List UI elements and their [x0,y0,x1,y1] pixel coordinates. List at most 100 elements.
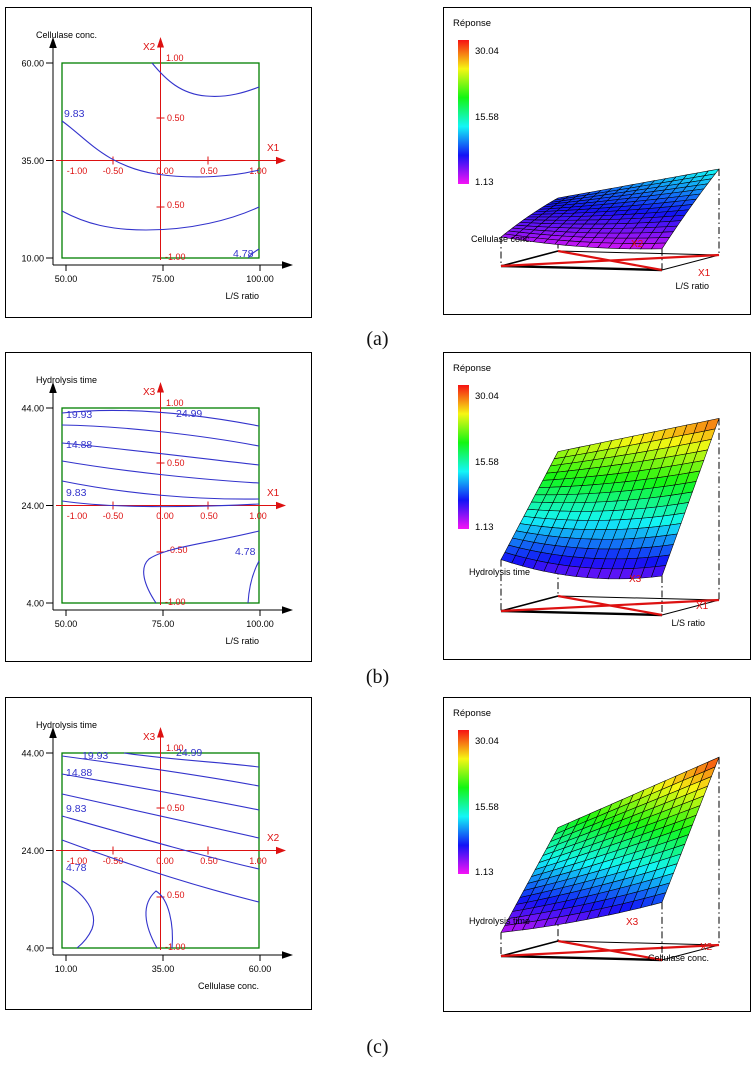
coded-vertical-axis-label: X3 [143,732,156,743]
contour-level-label: 19.93 [66,409,92,421]
contour-line [61,500,260,508]
contour-level-label: 14.88 [66,439,92,451]
base-front-edge [500,954,663,962]
surface-bottom-axis-label: L/S ratio [671,618,705,628]
contour-level-label: 14.88 [66,767,92,779]
surface-panel-c: Réponse 30.04 15.58 1.13 Hydrolysis time X3 X2… [443,697,751,1012]
coded-horizontal-axis-arrow-icon [276,156,286,165]
colorbar [458,385,469,529]
y-axis-tick-label: 60.00 [21,59,44,69]
y-axis-tick-label: 4.00 [26,944,44,954]
coded-horizontal-tick-label: -0.50 [103,511,124,521]
coded-horizontal-tick-label: -1.00 [67,856,88,866]
base-left-edge [500,250,559,267]
surface-cell [500,552,516,564]
coded-horizontal-tick-label: 1.00 [249,856,267,866]
x-axis-tick-label: 50.00 [55,274,78,284]
colorbar-tick-label: 1.13 [475,522,494,533]
contour-line [61,442,260,466]
x-axis-tick-label: 75.00 [152,274,175,284]
coded-horizontal-tick-label: -1.00 [67,166,88,176]
surface-plot: Réponse 30.04 15.58 1.13 Hydrolysis time X3 X2… [453,708,720,963]
surface-plot: Réponse 30.04 15.58 1.13 Cellulase conc. X2 X1… [453,18,720,291]
surface-right-axis-label: X1 [698,268,711,279]
x-axis-tick-label: 50.00 [55,619,78,629]
x-axis-title: Cellulase conc. [198,981,259,991]
contour-line [61,773,260,811]
surface-right-axis-label: X1 [696,601,709,612]
x-axis-tick-label: 10.00 [55,964,78,974]
contour-line [61,460,260,484]
coded-horizontal-tick-label: 1.00 [249,166,267,176]
x-axis-title: L/S ratio [225,291,259,301]
contour-line [247,248,260,259]
coded-horizontal-tick-label: 0.00 [156,856,174,866]
y-axis-arrow-icon [49,382,57,393]
coded-vertical-tick-label: 0.50 [167,200,185,210]
coded-horizontal-tick-label: 0.50 [200,511,218,521]
x-axis-arrow-icon [282,606,293,614]
base-diagonal [557,594,663,617]
contour-line [61,793,260,839]
contour-line [61,480,260,500]
contour-line [151,62,260,97]
contour-line [61,880,94,949]
subfigure-label-a: (a) [366,328,389,350]
coded-vertical-tick-label: -1.00 [165,942,186,952]
coded-vertical-tick-label: 1.00 [166,398,184,408]
y-axis-tick-label: 35.00 [21,156,44,166]
coded-vertical-axis-arrow-icon [157,37,164,48]
subfigure-label-b: (b) [365,666,390,688]
colorbar-tick-label: 30.04 [475,391,499,402]
contour-panel-c: 44.00 24.00 4.00 10.00 35.00 60.00 Hydrolysis … [5,697,312,1010]
y-axis-tick-label: 24.00 [21,846,44,856]
coded-vertical-tick-label: 0.50 [167,803,185,813]
contour-line [61,815,260,870]
y-axis-arrow-icon [49,37,57,48]
colorbar-tick-label: 15.58 [475,112,499,123]
base-front-edge [500,264,663,272]
y-axis-tick-label: 44.00 [21,404,44,414]
surface-depth-axis-label: X3 [626,917,639,928]
coded-vertical-tick-label: -1.00 [165,597,186,607]
surface-depth-axis-label: X3 [629,574,642,585]
surface-cell [500,233,517,240]
contour-level-label: 19.93 [82,750,108,762]
coded-horizontal-axis-label: X1 [267,143,280,154]
y-axis-arrow-icon [49,727,57,738]
coded-vertical-axis-arrow-icon [157,727,164,738]
base-left-edge [500,940,559,957]
surface-panel-b: Réponse 30.04 15.58 1.13 Hydrolysis time X3 X1… [443,352,751,660]
coded-horizontal-tick-label: 0.50 [200,856,218,866]
contour-line [247,560,260,604]
coded-horizontal-tick-label: 0.00 [156,166,174,176]
coded-vertical-tick-label: 1.00 [166,743,184,753]
contour-level-label: 4.78 [233,248,254,260]
coded-vertical-tick-label: -1.00 [165,252,186,262]
colorbar-title: Réponse [453,18,491,29]
contour-level-label: 9.83 [64,108,85,120]
surface-left-axis-label: Cellulase conc. [471,234,532,244]
contour-line [61,206,260,231]
contour-level-label: 4.78 [235,546,256,558]
coded-vertical-axis-label: X2 [143,42,156,53]
x-axis-tick-label: 35.00 [152,964,175,974]
colorbar-tick-label: 15.58 [475,457,499,468]
coded-vertical-tick-label: 1.00 [166,53,184,63]
coded-vertical-axis-label: X3 [143,387,156,398]
y-axis-tick-label: 24.00 [21,501,44,511]
x-axis-tick-label: 75.00 [152,619,175,629]
contour-level-label: 24.99 [176,408,202,420]
coded-horizontal-axis-label: X1 [267,488,280,499]
surface-bottom-axis-label: Cellulase conc. [648,953,709,963]
colorbar-tick-label: 30.04 [475,46,499,57]
colorbar-tick-label: 1.13 [475,177,494,188]
y-axis-title: Hydrolysis time [36,375,97,385]
base-left-edge [500,595,559,612]
contour-level-label: 9.83 [66,487,87,499]
surface-panel-a: Réponse 30.04 15.58 1.13 Cellulase conc. X2 X1… [443,7,751,315]
surface-plot: Réponse 30.04 15.58 1.13 Hydrolysis time X3 X1… [453,363,720,628]
contour-panel-b: 44.00 24.00 4.00 50.00 75.00 100.00 Hydrolysis… [5,352,312,662]
contour-line [145,890,173,949]
